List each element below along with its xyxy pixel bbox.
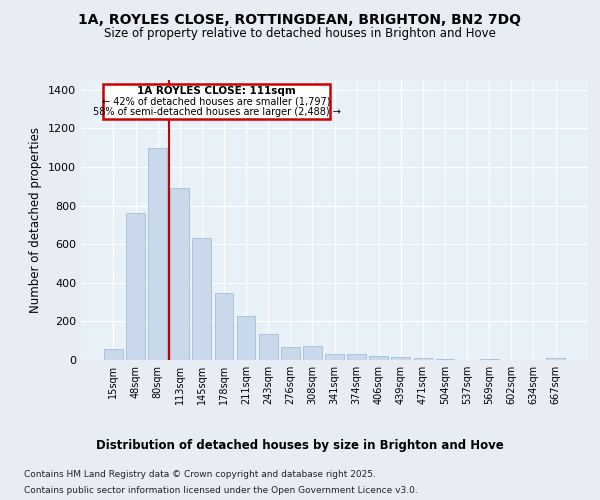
Text: 1A ROYLES CLOSE: 111sqm: 1A ROYLES CLOSE: 111sqm xyxy=(137,86,296,96)
Text: Size of property relative to detached houses in Brighton and Hove: Size of property relative to detached ho… xyxy=(104,28,496,40)
Text: Contains HM Land Registry data © Crown copyright and database right 2025.: Contains HM Land Registry data © Crown c… xyxy=(24,470,376,479)
Text: 58% of semi-detached houses are larger (2,488) →: 58% of semi-detached houses are larger (… xyxy=(92,106,340,117)
Bar xyxy=(236,316,256,360)
Bar xyxy=(347,354,366,360)
Bar xyxy=(148,148,167,360)
Bar xyxy=(104,350,123,360)
Bar xyxy=(325,354,344,360)
Bar xyxy=(303,346,322,360)
Bar xyxy=(126,213,145,360)
Text: ← 42% of detached houses are smaller (1,797): ← 42% of detached houses are smaller (1,… xyxy=(102,96,331,106)
Bar xyxy=(215,294,233,360)
Text: Contains public sector information licensed under the Open Government Licence v3: Contains public sector information licen… xyxy=(24,486,418,495)
Bar xyxy=(546,358,565,360)
Text: Distribution of detached houses by size in Brighton and Hove: Distribution of detached houses by size … xyxy=(96,440,504,452)
Bar xyxy=(391,358,410,360)
Bar xyxy=(436,359,454,360)
Bar xyxy=(480,359,499,360)
Bar xyxy=(413,358,433,360)
Bar xyxy=(193,238,211,360)
FancyBboxPatch shape xyxy=(103,84,330,118)
Bar xyxy=(281,348,299,360)
Bar xyxy=(259,334,278,360)
Bar xyxy=(370,356,388,360)
Bar xyxy=(170,188,189,360)
Y-axis label: Number of detached properties: Number of detached properties xyxy=(29,127,43,313)
Text: 1A, ROYLES CLOSE, ROTTINGDEAN, BRIGHTON, BN2 7DQ: 1A, ROYLES CLOSE, ROTTINGDEAN, BRIGHTON,… xyxy=(79,12,521,26)
